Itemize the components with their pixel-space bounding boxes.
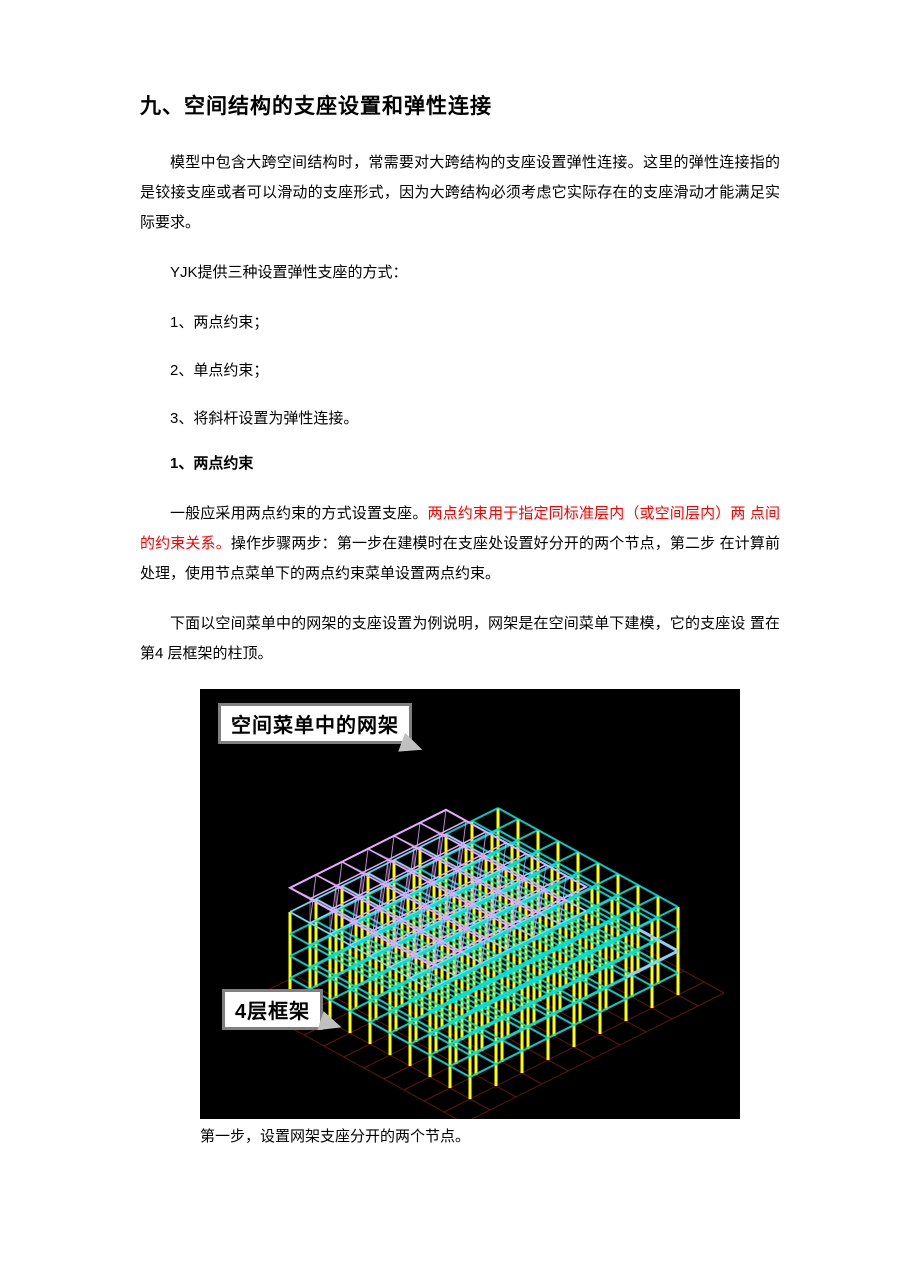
p3-lead: 一般应采用两点约束的方式设置支座。 [170, 505, 427, 522]
method-item-2: 2、单点约束； [140, 356, 780, 386]
method-item-1: 1、两点约束； [140, 308, 780, 338]
method-item-3: 3、将斜杆设置为弹性连接。 [140, 404, 780, 434]
callout-truss: 空间菜单中的网架 [218, 703, 412, 744]
figure-caption: 第一步，设置网架支座分开的两个节点。 [200, 1123, 740, 1150]
p3-tail: 操作步骤两步：第一步在建模时在支座处设置好分开的两个节点，第二步 在计算前处理，… [140, 535, 780, 582]
paragraph-intro: 模型中包含大跨空间结构时，常需要对大跨结构的支座设置弹性连接。这里的弹性连接指的… [140, 148, 780, 238]
callout-frame-label: 4层框架 [235, 1001, 310, 1023]
callout-frame: 4层框架 [222, 989, 323, 1030]
paragraph-two-point: 一般应采用两点约束的方式设置支座。两点约束用于指定同标准层内（或空间层内）两 点… [140, 499, 780, 589]
subsection-heading: 1、两点约束 [140, 452, 780, 473]
structure-diagram: 空间菜单中的网架 4层框架 [200, 689, 740, 1119]
callout-truss-label: 空间菜单中的网架 [231, 715, 399, 737]
paragraph-example-intro: 下面以空间菜单中的网架的支座设置为例说明，网架是在空间菜单下建模，它的支座设 置… [140, 609, 780, 669]
diagram-svg [200, 689, 740, 1119]
section-title: 九、空间结构的支座设置和弹性连接 [140, 90, 780, 120]
paragraph-methods-intro: YJK提供三种设置弹性支座的方式： [140, 258, 780, 288]
